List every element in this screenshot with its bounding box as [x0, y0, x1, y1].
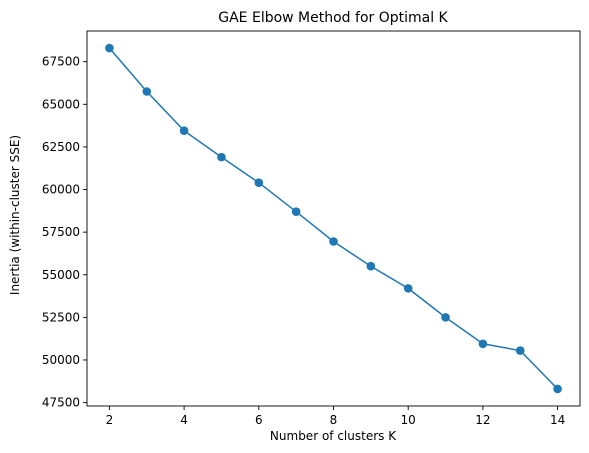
- data-point: [329, 237, 338, 246]
- data-point: [441, 313, 450, 322]
- x-tick-label: 10: [401, 413, 416, 427]
- y-tick-label: 57500: [42, 225, 80, 239]
- x-axis-label: Number of clusters K: [270, 429, 397, 443]
- y-axis-label: Inertia (within-cluster SSE): [8, 135, 22, 295]
- x-tick-label: 8: [330, 413, 338, 427]
- data-point: [217, 152, 226, 162]
- chart-title: GAE Elbow Method for Optimal K: [218, 10, 448, 26]
- x-axis: 2 4 6 8 10 12 14: [106, 406, 565, 427]
- data-point: [515, 346, 525, 355]
- data-point: [553, 384, 562, 394]
- data-point: [366, 261, 376, 271]
- x-tick-label: 14: [550, 413, 565, 427]
- data-point: [403, 284, 413, 293]
- y-axis: 47500 50000 52500 55000 57500 60000 62500 65000…: [42, 55, 87, 410]
- y-tick-label: 50000: [42, 353, 80, 367]
- y-tick-label: 62500: [42, 140, 80, 154]
- x-tick-label: 6: [255, 413, 263, 427]
- y-tick-label: 65000: [42, 97, 80, 111]
- y-tick-label: 67500: [42, 55, 80, 69]
- y-tick-label: 52500: [42, 310, 80, 324]
- data-point: [478, 339, 488, 349]
- y-tick-label: 47500: [42, 396, 80, 410]
- data-point: [142, 87, 152, 96]
- y-tick-label: 60000: [42, 183, 80, 197]
- x-tick-label: 12: [475, 413, 490, 427]
- data-point: [105, 43, 114, 53]
- plot-frame: [86, 30, 581, 407]
- y-tick-label: 55000: [42, 268, 80, 282]
- data-point: [179, 126, 189, 136]
- plot-area: [86, 30, 581, 407]
- data-point: [254, 178, 264, 188]
- data-point: [291, 207, 301, 216]
- x-tick-label: 4: [180, 413, 188, 427]
- series-layer: [105, 43, 562, 394]
- x-tick-label: 2: [106, 413, 114, 427]
